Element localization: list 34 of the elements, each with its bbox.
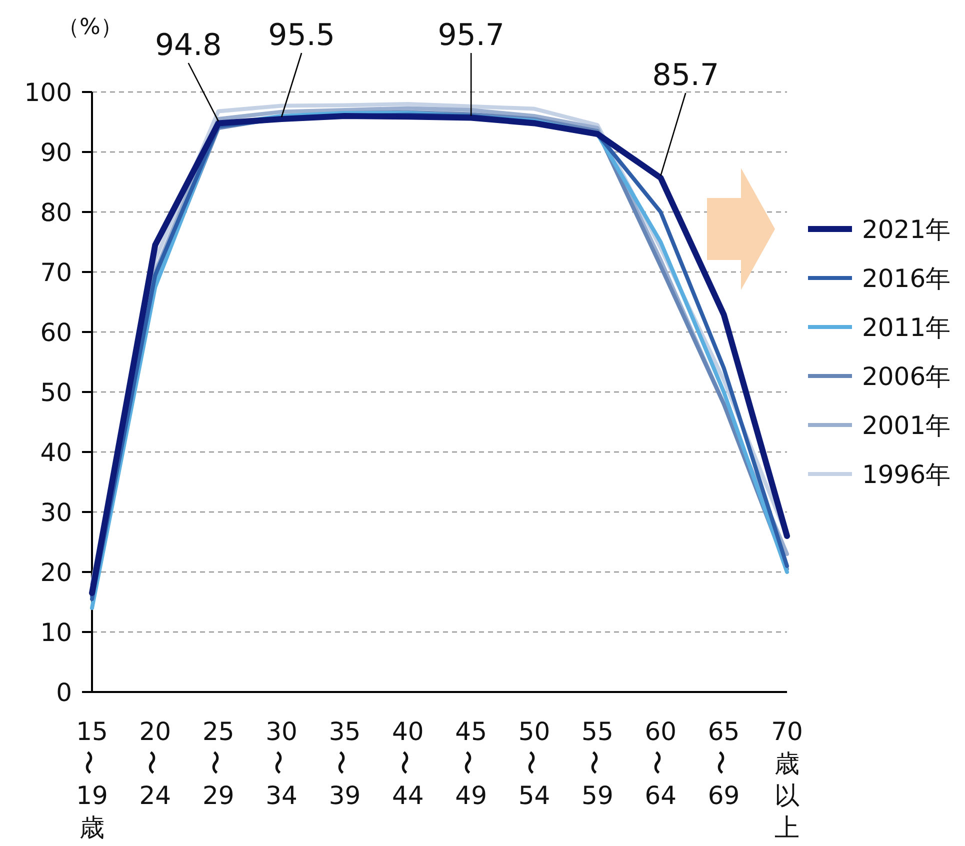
- y-tick-label: 60: [40, 318, 72, 347]
- y-tick-label: 50: [40, 378, 72, 407]
- x-tick-label: 50〜54: [516, 717, 550, 810]
- annotation: 95.7: [438, 18, 504, 53]
- x-tick-label: 40〜44: [389, 717, 424, 810]
- legend-label: 2011年: [862, 313, 951, 342]
- x-tick-label: 60〜64: [642, 717, 677, 810]
- y-tick-label: 0: [56, 678, 72, 707]
- x-tick-label: 30〜34: [263, 717, 298, 810]
- annotation: 94.8: [154, 28, 222, 63]
- y-tick-label: 90: [40, 138, 72, 167]
- legend-label: 2001年: [862, 411, 951, 440]
- y-tick-label: 70: [40, 258, 72, 287]
- y-tick-label: 10: [40, 618, 72, 647]
- y-tick-label: 100: [24, 78, 72, 107]
- legend-label: 2006年: [862, 362, 951, 391]
- x-tick-label: 45〜49: [452, 717, 487, 810]
- y-tick-label: 20: [40, 558, 72, 587]
- x-tick-label: 15〜19歳: [74, 717, 108, 842]
- y-tick-label: 40: [40, 438, 72, 467]
- legend-label: 2021年: [862, 215, 951, 244]
- x-tick-label: 55〜59: [578, 717, 614, 810]
- legend-label: 1996年: [862, 460, 951, 489]
- x-tick-label: 70歳以上: [771, 717, 803, 842]
- y-axis-title: （%）: [58, 15, 122, 40]
- x-tick-label: 25〜29: [200, 717, 234, 810]
- y-tick-label: 30: [40, 498, 72, 527]
- x-tick-label: 35〜39: [326, 717, 361, 810]
- y-tick-label: 80: [40, 198, 72, 227]
- annotation: 95.5: [268, 18, 335, 53]
- x-tick-label: 65〜69: [705, 717, 740, 810]
- x-tick-label: 20〜24: [136, 717, 172, 810]
- annotation: 85.7: [652, 58, 720, 93]
- legend-label: 2016年: [862, 264, 951, 293]
